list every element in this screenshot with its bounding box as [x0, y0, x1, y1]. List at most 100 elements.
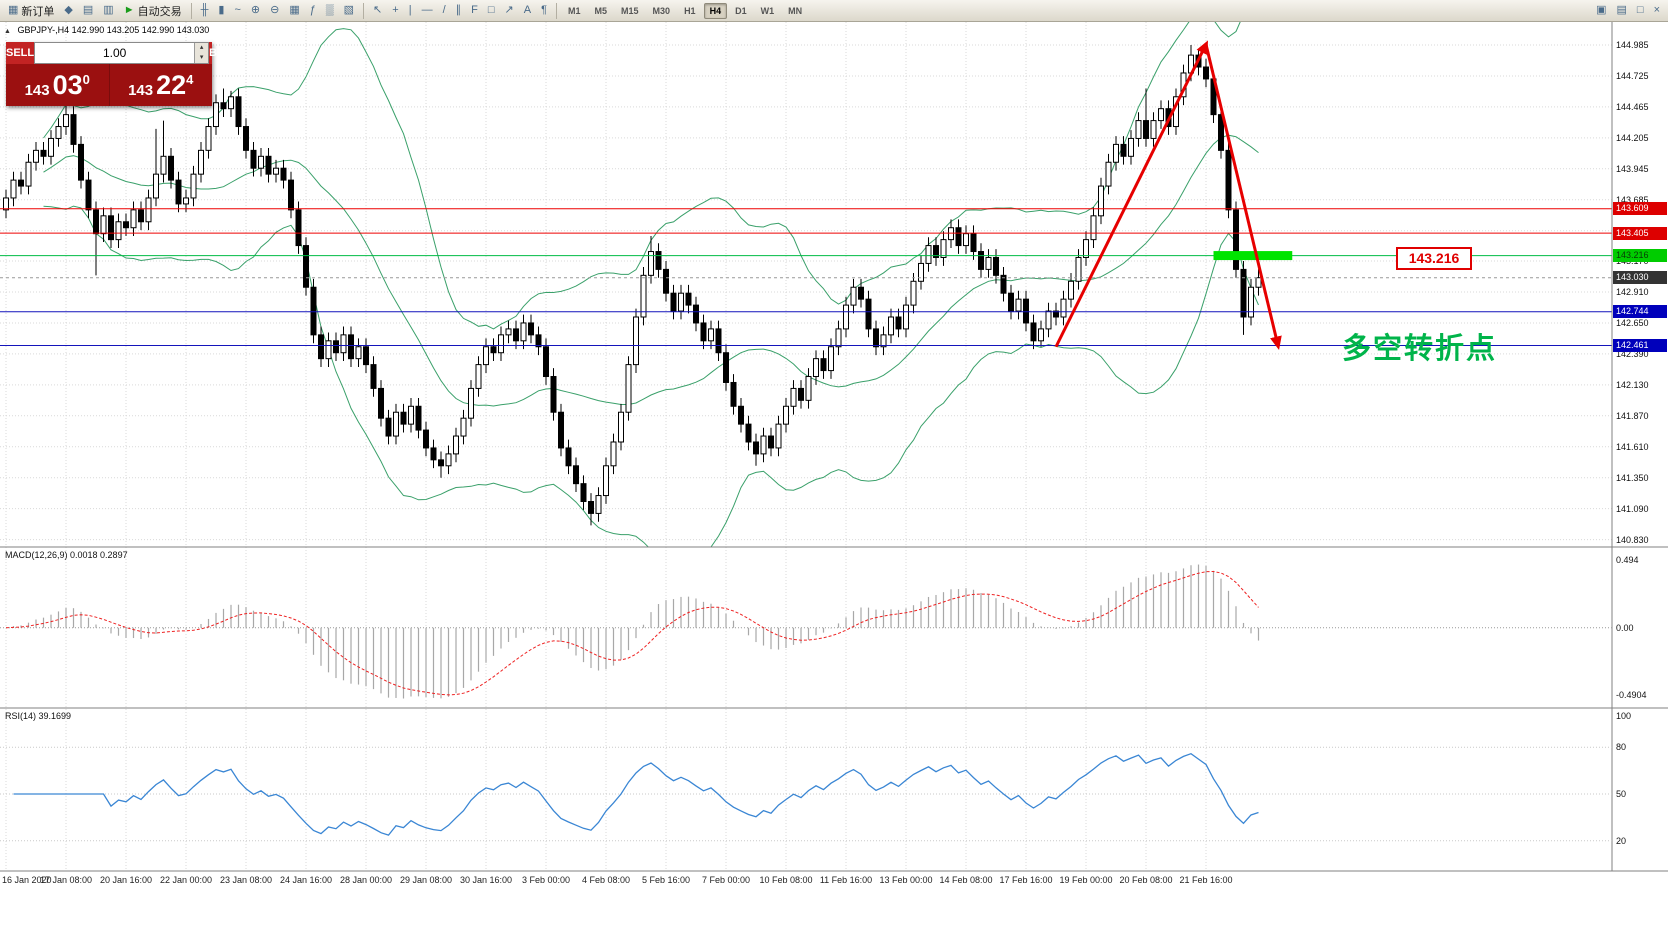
line-chart-button[interactable]: ~ [230, 0, 244, 21]
horizontal-line-button[interactable]: — [418, 0, 437, 21]
macd-indicator-label: MACD(12,26,9) 0.0018 0.2897 [5, 550, 128, 560]
cascade-windows-icon: ▣ [1596, 4, 1607, 16]
price-axis-label: 141.870 [1616, 410, 1649, 421]
window-restore-button[interactable]: □ [1633, 0, 1648, 21]
timeframe-m1-button[interactable]: M1 [568, 5, 581, 16]
equidistant-channel-button[interactable]: ∥ [452, 0, 466, 21]
trendline-button[interactable]: / [439, 0, 450, 21]
time-axis-label: 16 Jan 2020 [2, 875, 52, 885]
price-axis[interactable]: 144.985 144.725 144.465 144.205 143.945 143.6… [1613, 22, 1668, 890]
chart-window: ▲ GBPJPY-,H4 142.990 143.205 142.990 143… [0, 22, 1668, 946]
horizontal-line-icon: — [421, 4, 433, 16]
volume-up-button[interactable]: ▴ [199, 44, 204, 51]
time-axis-label: 21 Feb 16:00 [1179, 875, 1233, 885]
auto-trading-label: 自动交易 [137, 5, 182, 18]
fibonacci-icon: F [471, 4, 478, 16]
timeframe-m5-button[interactable]: M5 [594, 5, 608, 16]
time-axis[interactable]: 16 Jan 2020 17 Jan 08:00 20 Jan 16:00 22 Ja… [0, 874, 1612, 889]
buy-button[interactable]: BUY [209, 47, 233, 59]
arrange-windows-button[interactable]: ▤ [1613, 0, 1631, 21]
panel-separators [0, 22, 1668, 872]
buy-price-main: 143 [128, 81, 154, 99]
main-toolbar: ▦ 新订单 ◆ ▤ ▥ ► 自动交易 ╫ ▮ ~ ⊕ ⊖ ▦ ƒ ▒ ▧ ↖ + | — / ∥ F □ ↗ A ¶ M1 M5 M15 M… [0, 0, 1668, 22]
timeframe-h4-button[interactable]: H4 [703, 2, 728, 19]
auto-trading-button[interactable]: ► 自动交易 [120, 0, 186, 21]
sell-price-main: 143 [24, 81, 50, 99]
highlight-bar[interactable] [1213, 251, 1293, 261]
volume-input[interactable] [35, 43, 195, 63]
zoom-in-button[interactable]: ⊕ [247, 0, 264, 21]
time-axis-label: 30 Jan 16:00 [459, 875, 513, 885]
macd-plot [0, 564, 1612, 699]
market-watch-button[interactable]: ◆ [60, 0, 76, 21]
tile-windows-button[interactable]: ▦ [285, 0, 303, 21]
timeframe-h1-button[interactable]: H1 [684, 5, 696, 16]
time-axis-label: 17 Feb 16:00 [999, 875, 1053, 885]
grid-lines [0, 22, 1612, 871]
price-axis-label: 141.350 [1616, 472, 1649, 483]
arrange-windows-icon: ▤ [1616, 4, 1627, 16]
chart-ohlc-header: ▲ GBPJPY-,H4 142.990 143.205 142.990 143… [4, 25, 209, 35]
periods-icon: ▒ [325, 4, 334, 16]
time-axis-label: 17 Jan 08:00 [39, 875, 93, 885]
price-tag: 142.744 [1613, 305, 1667, 319]
timeframe-m30-button[interactable]: M30 [652, 5, 671, 16]
periods-button[interactable]: ▒ [322, 0, 338, 21]
navigator-button[interactable]: ▥ [99, 0, 117, 21]
sell-price[interactable]: 143 03 0 [6, 64, 109, 106]
horizontal-lines[interactable] [0, 208, 1612, 346]
indicators-button[interactable]: ƒ [306, 0, 320, 21]
window-close-button[interactable]: × [1650, 0, 1664, 21]
text-icon: A [523, 4, 532, 16]
cascade-windows-button[interactable]: ▣ [1592, 0, 1610, 21]
price-axis-label: 144.985 [1616, 40, 1649, 50]
text-button[interactable]: A [520, 0, 535, 21]
fibonacci-button[interactable]: F [467, 0, 482, 21]
one-click-trading-panel: SELL ▴ ▾ BUY 143 03 0 143 [6, 42, 232, 106]
templates-button[interactable]: ▧ [340, 0, 358, 21]
time-axis-label: 14 Feb 08:00 [939, 875, 993, 885]
chart-canvas[interactable] [0, 22, 1668, 946]
macd-axis-label: 0.494 [1616, 555, 1639, 565]
label-button[interactable]: ¶ [537, 0, 551, 21]
new-order-label: 新订单 [21, 5, 55, 18]
shapes-button[interactable]: □ [484, 0, 499, 21]
chart-windows-button[interactable]: ▤ [79, 0, 97, 21]
bar-chart-icon: ╫ [200, 4, 209, 16]
timeframe-w1-button[interactable]: W1 [760, 5, 775, 16]
rsi-axis-label: 80 [1616, 742, 1627, 753]
buy-price-point: 4 [186, 71, 194, 87]
time-axis-label: 22 Jan 00:00 [159, 875, 213, 885]
time-axis-label: 5 Feb 16:00 [641, 875, 691, 885]
arrows-icon: ↗ [504, 4, 514, 16]
trend-arrow[interactable] [1054, 40, 1282, 350]
timeframe-m15-button[interactable]: M15 [621, 5, 639, 16]
cursor-button[interactable]: ↖ [369, 0, 386, 21]
vertical-line-button[interactable]: | [405, 0, 416, 21]
volume-down-button[interactable]: ▾ [199, 54, 204, 61]
timeframe-mn-button[interactable]: MN [788, 5, 803, 16]
templates-icon: ▧ [343, 4, 355, 16]
crosshair-button[interactable]: + [388, 0, 402, 21]
candlestick-chart-button[interactable]: ▮ [214, 0, 228, 21]
zoom-out-button[interactable]: ⊖ [266, 0, 283, 21]
chart-annotation-text[interactable]: 多空转折点 [1342, 333, 1498, 365]
timeframe-d1-button[interactable]: D1 [735, 5, 747, 16]
volume-spinner: ▴ ▾ [194, 43, 209, 63]
rsi-axis-label: 50 [1616, 789, 1627, 799]
chart-ohlc-values: 142.990 143.205 142.990 143.030 [71, 25, 210, 35]
new-order-button[interactable]: ▦ 新订单 [4, 0, 58, 21]
price-axis-label: 141.610 [1616, 441, 1649, 452]
time-axis-label: 29 Jan 08:00 [399, 875, 453, 885]
price-axis-label: 144.465 [1616, 101, 1649, 112]
arrows-button[interactable]: ↗ [501, 0, 518, 21]
rsi-axis-label: 100 [1616, 711, 1632, 721]
trade-panel-expander-icon[interactable]: ▲ [4, 28, 11, 35]
bar-chart-button[interactable]: ╫ [197, 0, 213, 21]
buy-price[interactable]: 143 22 4 [108, 64, 213, 106]
zoom-in-icon: ⊕ [250, 4, 261, 16]
cursor-icon: ↖ [373, 4, 383, 16]
sell-button[interactable]: SELL [6, 47, 35, 59]
price-callout-box[interactable]: 143.216 [1396, 247, 1472, 270]
